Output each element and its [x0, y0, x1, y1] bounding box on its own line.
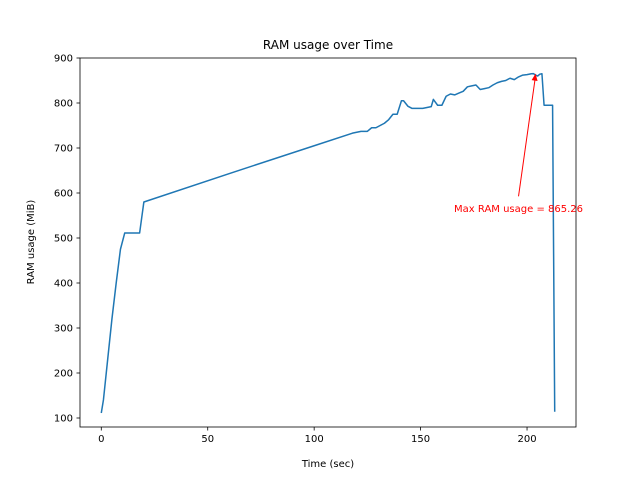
- x-tick-label: 50: [201, 434, 214, 445]
- annotation-arrowhead: [531, 73, 538, 81]
- y-tick-label: 500: [54, 234, 73, 245]
- max-ram-annotation: Max RAM usage = 865.26: [454, 204, 583, 215]
- x-tick-label: 150: [411, 434, 430, 445]
- y-tick-label: 200: [54, 369, 73, 380]
- y-tick-label: 600: [54, 189, 73, 200]
- x-axis-label: Time (sec): [301, 459, 354, 470]
- x-tick-label: 200: [517, 434, 536, 445]
- chart-title: RAM usage over Time: [263, 38, 393, 52]
- axes-frame: [79, 57, 577, 428]
- annotation-arrow-line: [518, 75, 537, 197]
- y-tick-label: 400: [54, 279, 73, 290]
- y-tick-label: 900: [54, 54, 73, 65]
- y-tick-label: 800: [54, 99, 73, 110]
- y-tick-label: 700: [54, 144, 73, 155]
- y-axis-label: RAM usage (MiB): [26, 200, 37, 285]
- y-tick-label: 100: [54, 414, 73, 425]
- x-tick-label: 100: [305, 434, 324, 445]
- y-tick-label: 300: [54, 324, 73, 335]
- plot-area: 0 50 100 150 200 100 200 300 400 500 600 700 800 900 M…: [54, 54, 583, 446]
- x-tick-label: 0: [98, 434, 104, 445]
- ram-usage-line: [100, 72, 556, 414]
